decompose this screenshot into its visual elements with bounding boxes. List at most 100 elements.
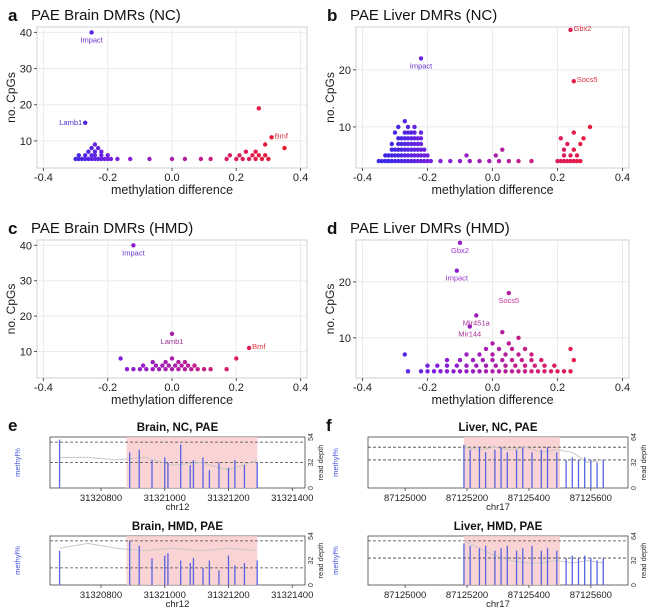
x-tick-label: 0.0 xyxy=(164,382,179,394)
data-point xyxy=(89,30,94,35)
data-point xyxy=(470,369,476,374)
data-point xyxy=(246,156,252,162)
data-point xyxy=(483,363,489,368)
data-point xyxy=(503,352,508,357)
data-point xyxy=(548,369,554,374)
x-tick-label: 87125200 xyxy=(446,590,488,601)
data-point xyxy=(425,158,430,164)
x-tick-label: 87125200 xyxy=(446,493,488,504)
depth-tick-label: 0 xyxy=(308,486,315,490)
data-point xyxy=(529,369,534,374)
x-tick-label: -0.4 xyxy=(34,382,53,394)
data-point xyxy=(92,149,98,154)
x-tick-label: 0.4 xyxy=(615,172,630,184)
data-point xyxy=(529,352,534,357)
x-tick-label: -0.4 xyxy=(353,172,372,184)
data-point xyxy=(392,153,398,158)
data-point xyxy=(269,135,274,140)
data-point xyxy=(169,367,175,372)
scatter-panel-b: -0.4 -0.2 0.0 0.2 0.4 10 20 Impact Gbx2 Socs5 meth… xyxy=(323,6,630,197)
x-tick-label: -0.2 xyxy=(418,382,437,394)
data-point xyxy=(555,158,560,164)
data-point xyxy=(415,147,420,152)
data-point xyxy=(253,156,258,162)
data-point xyxy=(493,153,498,158)
data-point xyxy=(474,313,479,318)
data-point xyxy=(227,153,233,158)
data-point xyxy=(405,124,411,130)
y-tick-label: 20 xyxy=(20,311,32,323)
data-point xyxy=(405,147,411,152)
data-point xyxy=(542,369,547,374)
depth-tick-label: 32 xyxy=(308,557,315,565)
data-point xyxy=(153,363,159,368)
read-depth-line xyxy=(463,540,604,564)
methyl-axis-label: methyl% xyxy=(13,546,22,575)
data-point xyxy=(396,124,401,130)
depth-axis-label: read depth xyxy=(316,445,325,481)
data-point xyxy=(402,136,407,141)
data-point xyxy=(399,136,404,141)
gene-label: Gbx2 xyxy=(574,24,592,33)
depth-tick-label: 54 xyxy=(308,532,315,540)
data-point xyxy=(389,147,394,152)
chromosome-label: chr17 xyxy=(486,502,510,513)
scatter-panel-a: -0.4 -0.2 0.0 0.2 0.4 10 20 30 40 Impact Lamb1 Bmf m… xyxy=(4,6,308,197)
x-axis-label: methylation difference xyxy=(111,393,233,407)
data-point xyxy=(405,136,411,141)
data-point xyxy=(568,153,573,158)
data-point xyxy=(422,158,427,164)
data-point xyxy=(140,363,146,368)
data-point xyxy=(185,363,191,368)
data-point xyxy=(86,156,91,162)
data-point xyxy=(399,158,404,164)
data-point xyxy=(483,369,489,374)
data-point xyxy=(464,363,469,368)
data-point xyxy=(418,56,424,61)
dmr-region xyxy=(463,437,560,488)
data-point xyxy=(428,158,433,164)
data-point xyxy=(412,130,417,135)
x-axis-label: methylation difference xyxy=(431,393,553,407)
gene-label: Gbx2 xyxy=(451,246,469,255)
x-tick-label: 87125000 xyxy=(384,493,426,504)
data-point xyxy=(496,346,502,352)
data-point xyxy=(263,142,268,147)
data-point xyxy=(568,158,573,164)
data-point xyxy=(402,153,407,158)
data-point xyxy=(173,363,178,368)
x-tick-label: -0.4 xyxy=(353,382,372,394)
data-point xyxy=(105,156,110,162)
data-point xyxy=(76,156,82,162)
data-point xyxy=(467,324,472,329)
data-point xyxy=(92,156,98,162)
read-depth-line xyxy=(59,542,258,552)
data-point xyxy=(412,124,417,130)
depth-axis-label: read depth xyxy=(639,445,648,481)
data-point xyxy=(376,158,381,164)
data-point xyxy=(522,346,528,352)
data-point xyxy=(552,363,557,368)
x-tick-label: 0.4 xyxy=(615,382,630,394)
data-point xyxy=(192,363,197,368)
data-point xyxy=(558,158,563,164)
data-point xyxy=(383,153,388,158)
data-point xyxy=(115,156,120,162)
y-tick-label: 30 xyxy=(20,276,32,288)
data-point xyxy=(182,367,188,372)
data-point xyxy=(509,369,515,374)
data-point xyxy=(402,158,407,164)
x-tick-label: -0.2 xyxy=(98,172,117,184)
data-point xyxy=(189,367,194,372)
panel-letter: e xyxy=(8,416,17,435)
data-point xyxy=(480,357,485,363)
data-point xyxy=(102,156,107,162)
depth-tick-label: 32 xyxy=(631,557,638,565)
data-point xyxy=(516,158,521,164)
data-point xyxy=(438,158,443,164)
gene-label: Impact xyxy=(122,248,145,257)
data-point xyxy=(457,240,463,245)
gene-label: Lamb1 xyxy=(161,337,184,346)
